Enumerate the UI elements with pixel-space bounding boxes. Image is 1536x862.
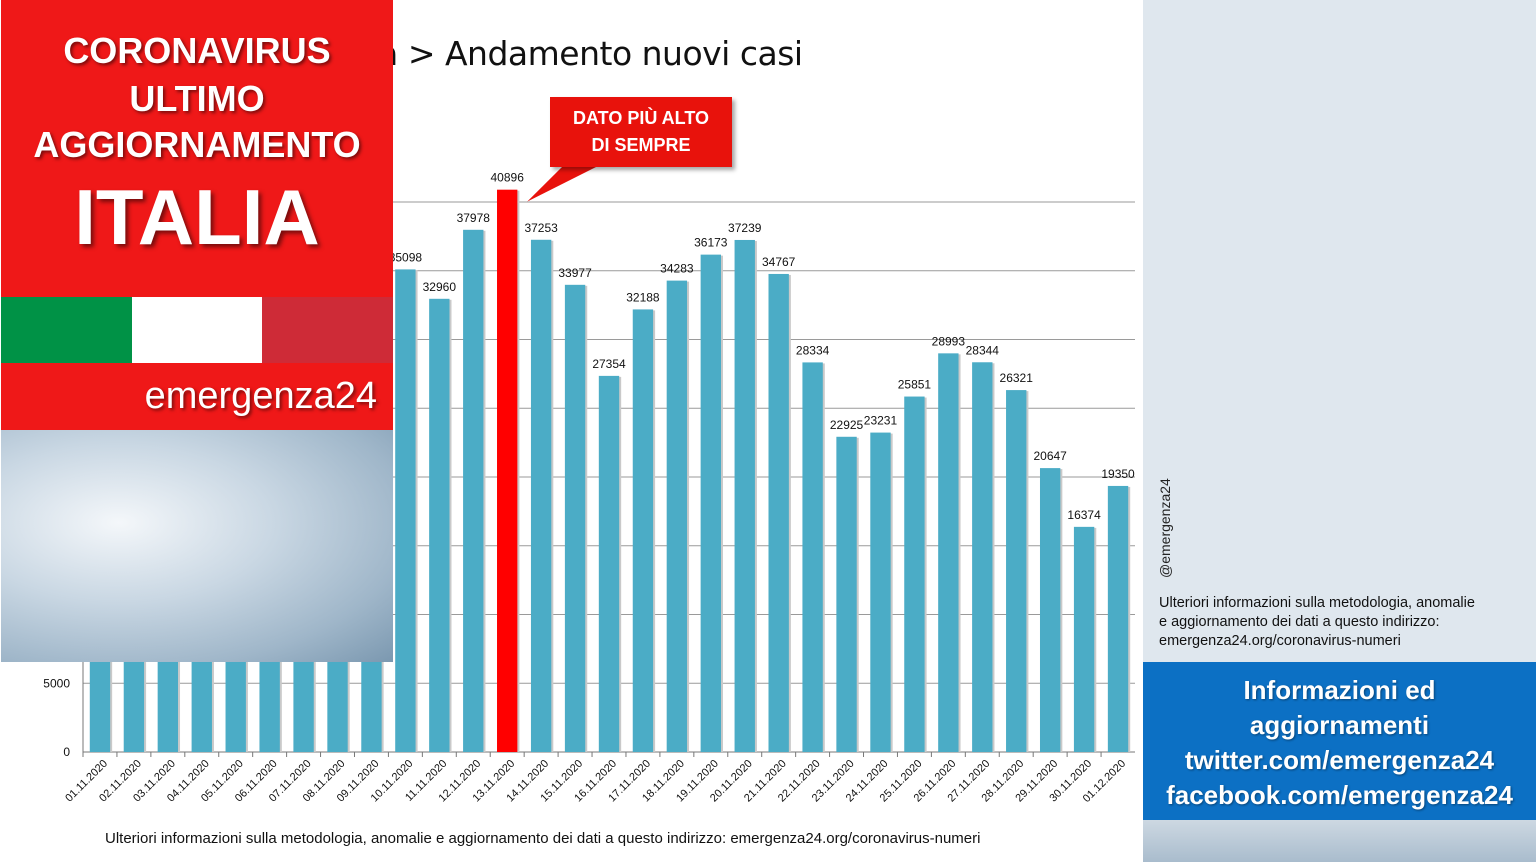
note-line1: Ulteriori informazioni sulla metodologia…	[1159, 595, 1475, 611]
bar	[1073, 526, 1095, 752]
data-label: 16374	[1067, 508, 1101, 522]
flag-green	[1, 297, 132, 363]
bar	[836, 436, 857, 752]
bar	[1107, 485, 1129, 752]
bar	[429, 298, 450, 752]
bar	[700, 254, 721, 752]
data-label: 34767	[762, 255, 796, 269]
data-label: 28993	[932, 334, 966, 348]
twitter-link[interactable]: twitter.com/emergenza24	[1184, 745, 1495, 775]
background-photo	[1, 430, 393, 662]
record-callout: DATO PIÙ ALTO DI SEMPRE	[550, 97, 732, 167]
data-label: 27354	[592, 357, 626, 371]
callout-pointer	[527, 166, 598, 202]
bar	[598, 375, 620, 752]
y-tick-label: 5000	[43, 676, 70, 690]
data-label: 32960	[423, 280, 457, 294]
heading-line3: AGGIORNAMENTO	[33, 124, 361, 165]
data-label: 36173	[694, 236, 728, 250]
bar	[734, 239, 755, 752]
callout-line1: DATO PIÙ ALTO	[572, 108, 709, 128]
data-label: 20647	[1033, 449, 1067, 463]
heading-line2: ULTIMO	[129, 78, 265, 119]
bar	[1039, 468, 1061, 752]
data-label: 37253	[524, 221, 558, 235]
bar	[666, 280, 688, 752]
data-label: 19350	[1101, 467, 1135, 481]
bar	[768, 273, 789, 752]
footnote: Ulteriori informazioni sulla metodologia…	[105, 830, 981, 847]
data-label: 25851	[898, 378, 932, 392]
info-line1: Informazioni ed	[1243, 675, 1436, 705]
sidebar-bottom	[1143, 820, 1536, 862]
bar	[870, 432, 891, 752]
bar	[564, 284, 586, 752]
social-handle: @emergenza24	[1157, 478, 1173, 578]
note-line3: emergenza24.org/coronavirus-numeri	[1159, 633, 1401, 649]
sidebar-note: Ulteriori informazioni sulla metodologia…	[1159, 594, 1529, 651]
data-label: 28334	[796, 343, 830, 357]
bar	[1006, 390, 1027, 752]
y-tick-label: 0	[63, 745, 70, 759]
data-label: 23231	[864, 414, 898, 428]
info-box: Informazioni ed aggiornamenti twitter.co…	[1143, 662, 1536, 820]
brand-name: emergenza24	[144, 375, 377, 417]
facebook-link[interactable]: facebook.com/emergenza24	[1166, 780, 1513, 810]
brand-bar: emergenza24	[1, 363, 393, 430]
note-line2: e aggiornamento dei dati a questo indiri…	[1159, 614, 1440, 630]
country-title: ITALIA	[74, 173, 320, 261]
data-label: 28344	[966, 343, 1000, 357]
bar	[395, 269, 416, 752]
data-label: 33977	[558, 266, 592, 280]
flag-white	[131, 297, 263, 363]
bar	[972, 362, 993, 752]
data-label: 35098	[389, 250, 423, 264]
bar	[802, 362, 823, 752]
bar-chart: 0500010000150002000025000300003500040000…	[37, 166, 1135, 805]
flag-red	[262, 297, 394, 363]
bar	[632, 309, 654, 752]
data-label: 37978	[457, 211, 491, 225]
data-label: 26321	[1000, 371, 1034, 385]
data-label: 37239	[728, 221, 762, 235]
bar	[530, 239, 552, 753]
chart-panel: Coronavirus > Italia > Andamento nuovi c…	[36, 34, 1136, 847]
bar	[904, 396, 925, 752]
handle-text: @emergenza24	[1157, 478, 1173, 578]
bar	[497, 189, 518, 752]
data-label: 22925	[830, 418, 864, 432]
data-label: 34283	[660, 262, 694, 276]
data-label: 40896	[491, 171, 525, 185]
bar	[463, 229, 484, 753]
info-line2: aggiornamenti	[1249, 710, 1430, 740]
heading-line1: CORONAVIRUS	[63, 30, 331, 71]
data-label: 32188	[626, 290, 660, 304]
bar	[938, 353, 959, 752]
sidebar-heading: CORONAVIRUS ULTIMO AGGIORNAMENTO ITALIA	[1, 0, 393, 297]
italian-flag	[1, 297, 394, 363]
callout-line2: DI SEMPRE	[591, 135, 691, 155]
